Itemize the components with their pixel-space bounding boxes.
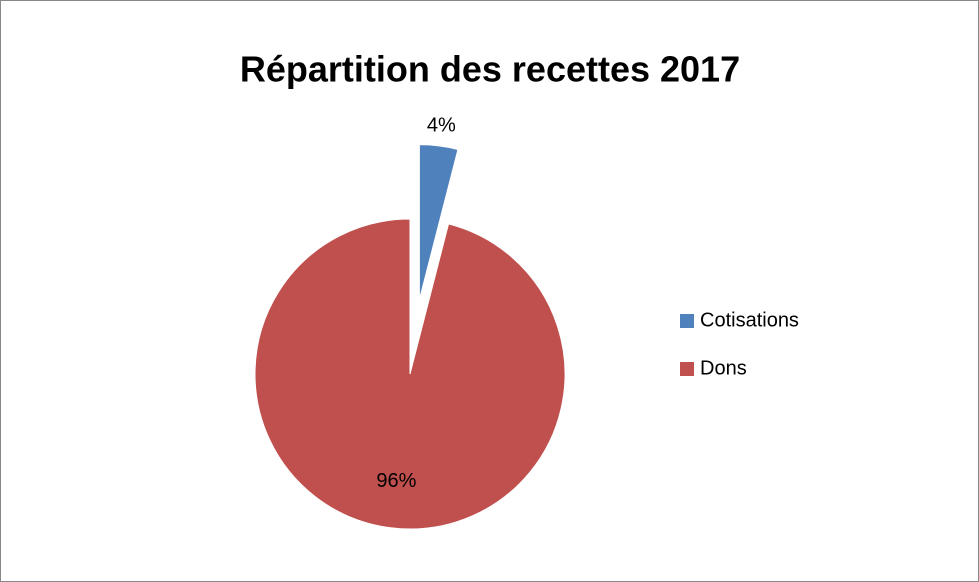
legend-swatch — [680, 362, 694, 376]
data-label: 96% — [376, 470, 416, 492]
pie-slice — [254, 218, 566, 530]
chart-title: Répartition des recettes 2017 — [240, 49, 740, 90]
legend-label: Cotisations — [700, 309, 799, 331]
legend-label: Dons — [700, 357, 747, 379]
pie-slice — [418, 144, 459, 300]
data-label: 4% — [427, 114, 456, 136]
legend-swatch — [680, 314, 694, 328]
